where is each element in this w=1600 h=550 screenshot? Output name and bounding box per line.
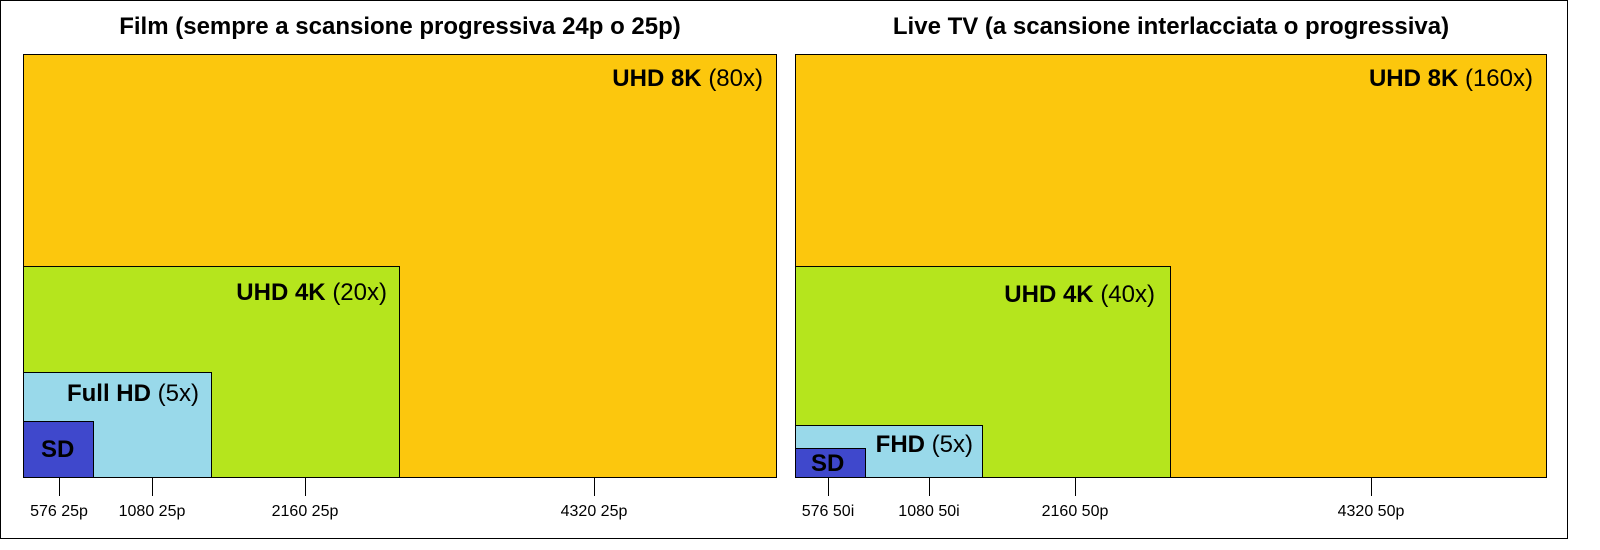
film-tick-1080 [152, 478, 153, 496]
film-tick-label-1080: 1080 25p [118, 503, 186, 520]
live-tick-2160 [1075, 478, 1076, 496]
film-uhd8k-name: UHD 8K [612, 65, 702, 92]
film-tick-2160 [305, 478, 306, 496]
live-uhd4k-name: UHD 4K [1004, 281, 1094, 308]
film-uhd4k-name: UHD 4K [236, 279, 326, 306]
film-fhd-label: Full HD (5x) [67, 380, 199, 408]
film-tick-label-576: 576 25p [30, 503, 88, 520]
film-uhd8k-label: UHD 8K (80x) [612, 65, 763, 93]
live-fhd-mult: (5x) [931, 431, 973, 458]
film-tick-4320 [594, 478, 595, 496]
film-panel-title: Film (sempre a scansione progressiva 24p… [119, 13, 681, 40]
live-tick-label-2160: 2160 50p [1041, 503, 1109, 520]
live-tick-label-576: 576 50i [801, 503, 855, 520]
film-tick-label-2160: 2160 25p [271, 503, 339, 520]
live-uhd8k-mult: (160x) [1464, 65, 1533, 92]
live-tick-576 [828, 478, 829, 496]
live-fhd-label: FHD (5x) [876, 431, 973, 459]
live-uhd8k-name: UHD 8K [1368, 65, 1459, 92]
live-uhd4k-mult: (40x) [1100, 281, 1155, 308]
film-tick-576 [59, 478, 60, 496]
live-uhd8k-label: UHD 8K (160x) [1369, 65, 1533, 93]
film-sd-block [23, 421, 94, 478]
live-sd-label: SD [811, 450, 844, 478]
film-uhd4k-mult: (20x) [332, 279, 387, 306]
film-fhd-mult: (5x) [157, 380, 199, 407]
live-panel-title: Live TV (a scansione interlacciata o pro… [892, 13, 1450, 40]
live-tick-label-1080: 1080 50i [898, 503, 960, 520]
live-tick-label-4320: 4320 50p [1337, 503, 1405, 520]
film-fhd-name: Full HD [66, 380, 151, 407]
film-uhd4k-label: UHD 4K (20x) [236, 279, 387, 307]
film-tick-label-4320: 4320 25p [560, 503, 628, 520]
film-uhd8k-mult: (80x) [708, 65, 763, 92]
film-sd-label: SD [41, 436, 74, 464]
live-sd-name: SD [811, 450, 845, 477]
live-tick-1080 [929, 478, 930, 496]
live-uhd4k-label: UHD 4K (40x) [1004, 281, 1155, 309]
live-tick-4320 [1371, 478, 1372, 496]
live-sd-block [795, 448, 866, 478]
film-sd-name: SD [41, 436, 75, 463]
live-fhd-name: FHD [875, 431, 925, 458]
diagram-frame: Film (sempre a scansione progressiva 24p… [0, 0, 1568, 539]
